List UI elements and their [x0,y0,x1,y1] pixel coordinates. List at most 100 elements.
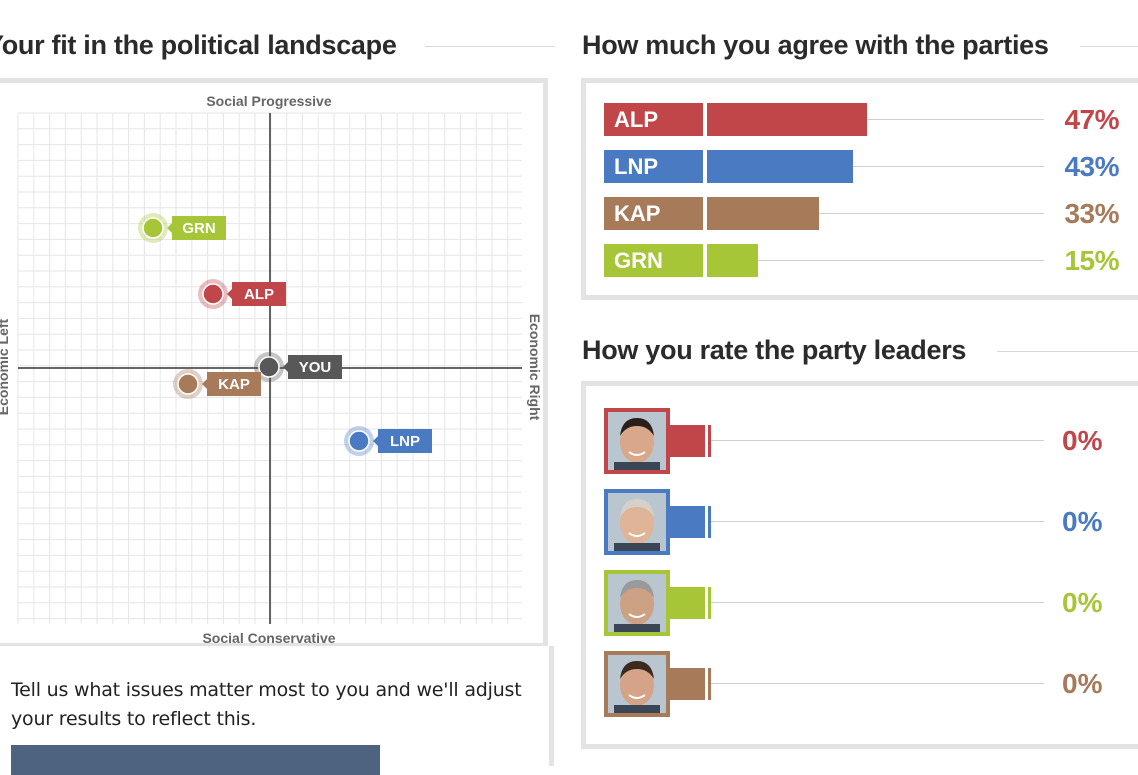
title-divider [425,46,555,47]
point-dot [177,373,199,395]
portrait-smile [628,694,646,699]
point-dot [202,283,224,305]
compass-point-kap[interactable]: KAP [173,369,261,399]
point-label: ALP [244,286,274,303]
leader-photo[interactable] [604,408,670,474]
axis-label-bottom: Social Conservative [202,630,335,646]
leader-rating-percent: 0% [1062,668,1103,699]
label-pointer [167,223,172,233]
portrait-shirt [614,462,660,470]
compass-grid [17,112,522,624]
leader-rating-percent: 0% [1062,425,1103,456]
leader-rating-percent: 0% [1062,587,1103,618]
leader-track-line [708,521,1044,522]
leader-rating-bar [666,425,710,457]
party-label: KAP [604,197,703,230]
portrait-face [620,502,654,544]
leader-photo[interactable] [604,651,670,717]
leader-portrait-icon [608,493,666,551]
leader-photo[interactable] [604,570,670,636]
point-dot [258,356,280,378]
leader-row: 0% [604,408,1119,474]
portrait-hair [620,499,654,517]
portrait-smile [628,613,646,618]
portrait-face [620,664,654,706]
point-dot [348,430,370,452]
political-compass-chart: Social Progressive Social Conservative E… [0,93,543,646]
leader-rating-panel: 0% 0% 0% 0% [581,381,1138,749]
issues-panel: Tell us what issues matter most to you a… [0,646,554,775]
point-label-box [207,372,261,396]
party-agreement-bar [707,103,867,136]
compass-point-lnp[interactable]: LNP [344,426,432,456]
axis-label-top: Social Progressive [206,93,332,109]
point-label: YOU [299,359,332,376]
party-label: ALP [604,103,703,136]
leader-row: 0% [604,651,1119,717]
party-agreement-percent: 43% [1064,151,1119,182]
leaders-section-title: How you rate the party leaders [582,335,967,365]
leader-bar-gap [705,506,708,538]
party-agreement-panel: ALP 47% LNP 43% KAP 33% GRN 15% [581,78,1138,300]
leader-track-line [708,602,1044,603]
point-label: LNP [390,433,420,450]
leader-track-line [708,683,1044,684]
adjust-issues-button[interactable] [11,745,380,775]
compass-section-title: Your fit in the political landscape [0,30,397,60]
leader-row: 0% [604,570,1119,636]
point-label-box [378,429,432,453]
leader-bar-tip [708,506,711,538]
leader-bar-gap [705,587,708,619]
point-label: KAP [218,376,250,393]
leader-rating-bar [666,668,710,700]
compass-point-alp[interactable]: ALP [198,279,286,309]
leader-track-line [708,440,1044,441]
leader-bar-tip [708,668,711,700]
label-pointer [227,289,232,299]
portrait-hair [620,580,654,598]
portrait-smile [628,451,646,456]
party-track-line [707,213,1044,214]
axis-label-right: Economic Right [527,314,543,421]
party-agreement-percent: 33% [1064,198,1119,229]
compass-points: GRN ALP YOU KAP LNP [138,213,432,456]
party-track-line [707,260,1044,261]
title-divider [1080,46,1138,47]
leader-portrait-icon [608,574,666,632]
point-label-box [232,282,286,306]
party-label: LNP [604,150,703,183]
party-row-lnp: LNP 43% [604,150,1119,183]
portrait-face [620,583,654,625]
title-divider [997,351,1138,352]
party-agreement-bar [707,197,819,230]
point-dot [142,217,164,239]
portrait-shirt [614,543,660,551]
compass-point-grn[interactable]: GRN [138,213,226,243]
leader-bar-gap [705,425,708,457]
leader-rating-bar [666,587,710,619]
leader-bar-gap [705,668,708,700]
leader-portrait-icon [608,655,666,713]
parties-section-title: How much you agree with the parties [582,30,1049,60]
portrait-hair [620,661,654,679]
political-compass-panel: Social Progressive Social Conservative E… [0,78,548,648]
label-pointer [283,362,288,372]
party-label: GRN [604,244,703,277]
party-agreement-bar [707,150,853,183]
leader-bar-tip [708,425,711,457]
issues-description: Tell us what issues matter most to you a… [11,679,522,730]
compass-point-you[interactable]: YOU [254,352,342,382]
point-label-box [172,216,226,240]
party-row-kap: KAP 33% [604,197,1119,230]
label-pointer [373,436,378,446]
leader-rating-percent: 0% [1062,506,1103,537]
point-label: GRN [182,220,215,237]
party-agreement-percent: 47% [1064,104,1119,135]
party-agreement-percent: 15% [1064,245,1119,276]
leader-bar-tip [708,587,711,619]
label-pointer [202,379,207,389]
leader-row: 0% [604,489,1119,555]
leader-photo[interactable] [604,489,670,555]
party-track-line [707,119,1044,120]
party-agreement-bar [707,244,758,277]
